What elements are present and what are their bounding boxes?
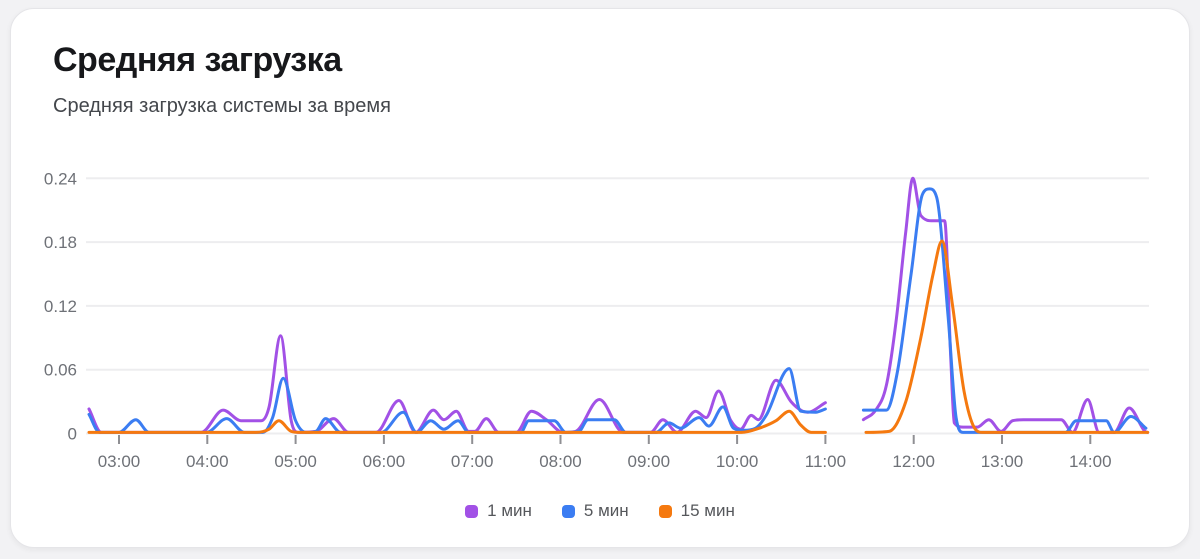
y-axis-tick-label: 0.12	[44, 297, 77, 316]
x-axis-tick-label: 06:00	[363, 452, 406, 471]
series-line-5min	[861, 187, 1148, 434]
series-line-1min	[87, 334, 827, 434]
x-axis-tick-label: 07:00	[451, 452, 494, 471]
x-axis-tick-label: 08:00	[539, 452, 582, 471]
legend-swatch-1min-icon	[465, 504, 479, 518]
x-axis-tick-label: 03:00	[98, 452, 141, 471]
legend-item-15min[interactable]: 15 мин	[658, 501, 735, 521]
chart-legend: 1 мин 5 мин 15 мин	[11, 501, 1189, 521]
chart-card: Средняя загрузка Средняя загрузка систем…	[10, 8, 1190, 548]
chart-subtitle: Средняя загрузка системы за время	[53, 95, 391, 117]
x-axis-tick-label: 10:00	[716, 452, 759, 471]
legend-label-15min: 15 мин	[680, 501, 735, 520]
page-title: Средняя загрузка	[53, 41, 342, 79]
legend-item-1min[interactable]: 1 мин	[465, 501, 532, 521]
y-axis-tick-label: 0.18	[44, 233, 77, 252]
series-line-15min	[87, 409, 827, 434]
legend-label-1min: 1 мин	[487, 501, 532, 520]
legend-item-5min[interactable]: 5 мин	[561, 501, 629, 521]
x-axis-tick-label: 11:00	[805, 452, 846, 471]
x-axis-tick-label: 12:00	[892, 452, 935, 471]
series-line-15min	[864, 239, 1150, 434]
y-axis-tick-label: 0.06	[44, 361, 77, 380]
x-axis-tick-label: 05:00	[274, 452, 317, 471]
x-axis-tick-label: 14:00	[1069, 452, 1112, 471]
x-axis-tick-label: 13:00	[981, 452, 1024, 471]
y-axis-tick-label: 0	[68, 425, 77, 444]
legend-swatch-15min-icon	[658, 504, 672, 518]
x-axis-tick-label: 04:00	[186, 452, 229, 471]
legend-swatch-5min-icon	[561, 504, 575, 518]
y-axis-tick-label: 0.24	[44, 169, 77, 188]
x-axis-tick-label: 09:00	[628, 452, 671, 471]
legend-label-5min: 5 мин	[583, 501, 629, 520]
